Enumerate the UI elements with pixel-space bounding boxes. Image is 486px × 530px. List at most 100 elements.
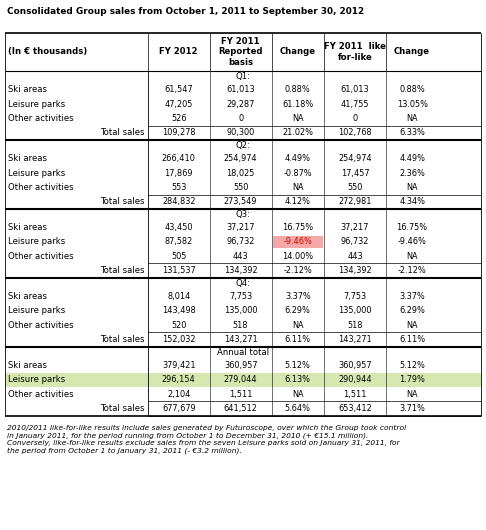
Text: Leisure parks: Leisure parks [8, 375, 66, 384]
Text: 279,044: 279,044 [224, 375, 258, 384]
Bar [5, 401, 481, 416]
Bar [5, 71, 481, 83]
Bar [5, 278, 481, 289]
Bar [5, 235, 481, 249]
Text: Other activities: Other activities [8, 252, 74, 261]
Text: 7,753: 7,753 [344, 292, 366, 301]
Text: 641,512: 641,512 [224, 404, 258, 413]
Text: 553: 553 [171, 183, 187, 192]
Text: 284,832: 284,832 [162, 197, 195, 206]
Text: 254,974: 254,974 [338, 154, 372, 163]
Text: 653,412: 653,412 [338, 404, 372, 413]
Text: 102,768: 102,768 [338, 128, 372, 137]
Text: 273,549: 273,549 [224, 197, 258, 206]
Text: 143,271: 143,271 [224, 335, 258, 344]
Text: 90,300: 90,300 [226, 128, 255, 137]
Text: 290,944: 290,944 [338, 375, 372, 384]
Text: 61.18%: 61.18% [282, 100, 313, 109]
Bar [5, 166, 481, 180]
Text: Ski areas: Ski areas [8, 361, 47, 370]
Text: 41,755: 41,755 [341, 100, 369, 109]
Text: 61,013: 61,013 [226, 85, 255, 94]
Text: -9.46%: -9.46% [398, 237, 427, 246]
Bar [5, 152, 481, 166]
Text: 135,000: 135,000 [338, 306, 372, 315]
Text: 87,582: 87,582 [165, 237, 193, 246]
Text: 254,974: 254,974 [224, 154, 258, 163]
Text: NA: NA [292, 390, 304, 399]
Text: 17,457: 17,457 [341, 169, 369, 178]
Text: -0.87%: -0.87% [283, 169, 312, 178]
Text: Total sales: Total sales [100, 404, 145, 413]
Text: 109,278: 109,278 [162, 128, 195, 137]
Text: 520: 520 [171, 321, 187, 330]
Text: 18,025: 18,025 [226, 169, 255, 178]
Text: 266,410: 266,410 [162, 154, 196, 163]
Text: FY 2012: FY 2012 [159, 48, 198, 56]
Text: 135,000: 135,000 [224, 306, 258, 315]
Bar [5, 97, 481, 111]
Text: 0: 0 [352, 114, 358, 123]
Text: NA: NA [406, 390, 418, 399]
Text: 0.88%: 0.88% [285, 85, 311, 94]
Text: 8,014: 8,014 [167, 292, 191, 301]
Text: 2.36%: 2.36% [399, 169, 425, 178]
Text: Ski areas: Ski areas [8, 85, 47, 94]
Text: 7,753: 7,753 [229, 292, 252, 301]
Bar [5, 347, 481, 358]
Text: 4.49%: 4.49% [399, 154, 425, 163]
Text: 379,421: 379,421 [162, 361, 195, 370]
Text: Other activities: Other activities [8, 183, 74, 192]
Text: 6.11%: 6.11% [285, 335, 311, 344]
Text: 360,957: 360,957 [224, 361, 258, 370]
Text: 2010/2011 like-for-like results include sales generated by Futuroscope, over whi: 2010/2011 like-for-like results include … [7, 425, 407, 454]
Text: 1.79%: 1.79% [399, 375, 425, 384]
Text: 5.12%: 5.12% [285, 361, 311, 370]
Text: 6.11%: 6.11% [399, 335, 425, 344]
Text: Ski areas: Ski areas [8, 154, 47, 163]
Text: 4.34%: 4.34% [399, 197, 425, 206]
Text: 6.29%: 6.29% [285, 306, 311, 315]
Text: 96,732: 96,732 [226, 237, 255, 246]
Text: NA: NA [406, 183, 418, 192]
Text: 1,511: 1,511 [229, 390, 252, 399]
Text: NA: NA [292, 183, 304, 192]
Text: Q2:: Q2: [236, 142, 250, 150]
Text: NA: NA [292, 321, 304, 330]
Text: 2,104: 2,104 [167, 390, 191, 399]
Bar [5, 140, 481, 152]
Text: 5.64%: 5.64% [285, 404, 311, 413]
Bar [5, 304, 481, 318]
Text: 37,217: 37,217 [226, 223, 255, 232]
Text: Leisure parks: Leisure parks [8, 306, 66, 315]
Text: 6.13%: 6.13% [285, 375, 311, 384]
Text: 0.88%: 0.88% [399, 85, 425, 94]
Text: NA: NA [406, 252, 418, 261]
Text: 443: 443 [347, 252, 363, 261]
Text: 131,537: 131,537 [162, 266, 195, 275]
Text: 17,869: 17,869 [164, 169, 193, 178]
Text: NA: NA [406, 114, 418, 123]
Text: FY 2011
Reported
basis: FY 2011 Reported basis [218, 37, 263, 67]
Text: 677,679: 677,679 [162, 404, 195, 413]
Text: 505: 505 [171, 252, 187, 261]
Text: 5.12%: 5.12% [399, 361, 425, 370]
Text: -2.12%: -2.12% [283, 266, 312, 275]
Text: Ski areas: Ski areas [8, 292, 47, 301]
Text: 272,981: 272,981 [338, 197, 372, 206]
Bar [5, 220, 481, 235]
Text: 518: 518 [233, 321, 248, 330]
Bar [5, 289, 481, 304]
Text: 16.75%: 16.75% [282, 223, 313, 232]
Text: 96,732: 96,732 [341, 237, 369, 246]
Text: 6.29%: 6.29% [399, 306, 425, 315]
Text: 29,287: 29,287 [226, 100, 255, 109]
Text: Leisure parks: Leisure parks [8, 100, 66, 109]
Text: 21.02%: 21.02% [282, 128, 313, 137]
Text: Annual total: Annual total [217, 348, 269, 357]
Bar [5, 373, 481, 387]
Text: 550: 550 [347, 183, 363, 192]
Text: 3.71%: 3.71% [399, 404, 425, 413]
Text: Leisure parks: Leisure parks [8, 237, 66, 246]
Text: Q1:: Q1: [236, 73, 250, 81]
